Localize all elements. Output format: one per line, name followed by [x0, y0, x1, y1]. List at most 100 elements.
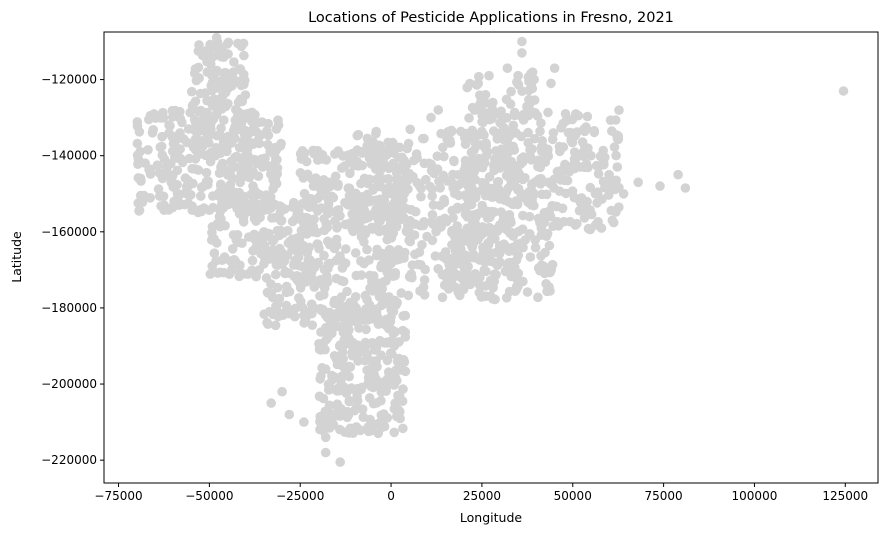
data-point	[263, 319, 273, 330]
data-point	[510, 176, 520, 186]
data-point	[376, 387, 387, 397]
data-point	[349, 194, 360, 204]
data-point	[582, 111, 593, 122]
data-point	[345, 168, 355, 179]
data-point	[229, 126, 240, 137]
y-tick-label: −200000	[41, 377, 97, 391]
data-point	[315, 417, 325, 427]
data-point	[172, 153, 183, 163]
data-point	[443, 127, 453, 137]
data-point	[501, 94, 512, 105]
data-point	[554, 141, 565, 152]
data-point	[480, 190, 491, 201]
data-point	[543, 107, 553, 118]
data-point	[204, 44, 215, 54]
data-point	[302, 276, 312, 287]
data-point	[239, 50, 249, 61]
data-point	[368, 271, 379, 281]
data-point	[321, 155, 332, 165]
data-point	[243, 129, 254, 139]
data-point	[504, 197, 514, 207]
data-point	[489, 191, 499, 202]
data-point	[207, 100, 218, 111]
data-point	[442, 267, 453, 278]
data-point	[187, 201, 197, 211]
data-point	[321, 184, 331, 195]
y-tick-label: −120000	[41, 73, 97, 87]
data-point	[546, 78, 556, 89]
data-point	[569, 163, 580, 174]
data-point	[247, 107, 257, 118]
data-point	[232, 230, 243, 240]
data-point	[517, 224, 528, 234]
data-point	[527, 144, 537, 154]
data-point	[480, 179, 490, 189]
data-point	[494, 241, 505, 251]
data-point	[336, 375, 346, 386]
data-point	[360, 229, 371, 239]
data-point	[535, 162, 546, 173]
data-point	[530, 242, 541, 253]
data-point	[401, 226, 412, 237]
data-point	[359, 258, 369, 269]
data-point	[444, 259, 455, 270]
data-point	[336, 292, 347, 302]
data-point	[292, 275, 302, 285]
data-point	[463, 194, 473, 204]
data-point	[526, 155, 537, 165]
data-point	[149, 109, 159, 119]
data-point	[439, 194, 449, 205]
data-point	[376, 260, 387, 270]
data-point	[606, 184, 617, 195]
data-point	[159, 205, 169, 215]
data-point	[134, 127, 145, 137]
data-point	[459, 202, 470, 213]
data-point	[321, 218, 331, 229]
data-point	[299, 318, 309, 328]
data-point	[361, 324, 371, 335]
data-point	[274, 293, 285, 304]
data-point	[604, 169, 614, 180]
data-point	[270, 269, 281, 280]
data-point	[293, 260, 304, 271]
data-point	[393, 152, 404, 163]
data-point	[280, 268, 290, 279]
data-point	[494, 146, 504, 157]
data-point	[407, 260, 418, 270]
data-point	[388, 228, 399, 238]
data-point	[197, 50, 208, 61]
data-point	[403, 184, 413, 194]
data-point	[327, 370, 337, 381]
data-point	[272, 163, 283, 173]
data-point	[573, 151, 583, 162]
data-point	[467, 102, 478, 113]
data-point	[227, 244, 238, 254]
data-point	[248, 167, 258, 177]
data-point	[314, 391, 325, 402]
data-point	[323, 379, 334, 390]
data-point	[271, 145, 282, 155]
data-point	[473, 153, 484, 164]
data-point	[350, 292, 361, 302]
data-point	[363, 146, 373, 157]
data-point	[283, 238, 294, 248]
x-tick-label: 0	[387, 489, 395, 503]
data-point	[248, 181, 258, 191]
data-point	[487, 206, 497, 217]
data-point	[430, 251, 441, 261]
data-point	[385, 316, 396, 327]
data-point	[481, 291, 491, 302]
data-point	[548, 221, 558, 231]
data-point	[184, 153, 195, 164]
data-point	[509, 107, 520, 118]
data-point	[480, 257, 490, 268]
data-point	[344, 157, 355, 167]
data-point	[181, 181, 192, 192]
data-point	[371, 126, 382, 137]
data-point	[480, 90, 491, 100]
data-point	[234, 174, 244, 184]
data-point	[331, 234, 342, 245]
data-point	[394, 353, 404, 364]
data-point	[527, 67, 538, 77]
data-point	[273, 115, 283, 125]
